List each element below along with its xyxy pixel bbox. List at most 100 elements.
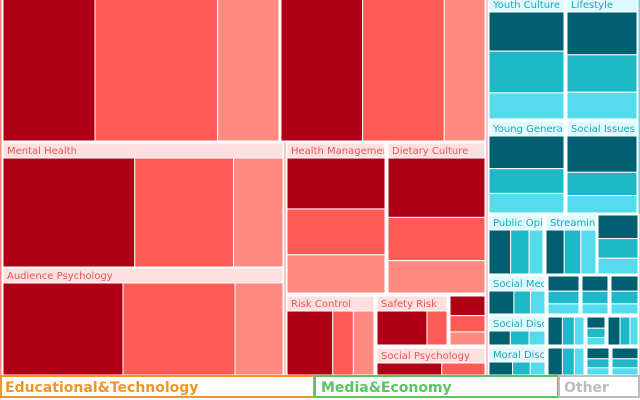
tile-block xyxy=(597,238,639,259)
tile-block xyxy=(610,290,639,305)
treemap-tile: Health Management xyxy=(285,141,393,295)
tile-block xyxy=(510,229,530,275)
treemap-tile xyxy=(610,346,640,377)
tile-block xyxy=(629,316,639,346)
tile-block xyxy=(387,216,486,262)
tile-block xyxy=(122,282,236,376)
treemap-tile: Audience Psychology xyxy=(1,266,285,377)
tile-label: Social Discourse xyxy=(493,319,575,330)
tile-block xyxy=(611,367,639,376)
tile-label: Risk Control xyxy=(291,299,351,310)
tile-block xyxy=(566,135,638,173)
tile-block xyxy=(443,0,486,142)
tile-block xyxy=(488,229,512,275)
treemap-tile: Social Psychology xyxy=(375,346,487,377)
tile-block xyxy=(581,303,609,315)
tile-block xyxy=(352,310,375,376)
tile-block xyxy=(134,157,235,268)
treemap-tile: Social Media xyxy=(487,274,556,316)
tile-label: Mental Health xyxy=(7,146,77,157)
tile-block xyxy=(597,214,639,240)
tile-label: Health Management xyxy=(291,146,393,157)
tile-block xyxy=(547,303,580,315)
tile-block xyxy=(387,260,486,294)
treemap-tile: Youth Culture xyxy=(487,0,566,121)
treemap-tile: Public Opinion xyxy=(487,213,564,276)
tile-block xyxy=(449,295,486,317)
tile-block xyxy=(561,347,575,376)
tile-block xyxy=(488,361,514,376)
bottom-group-other-label: Other xyxy=(564,380,609,396)
tile-block xyxy=(2,0,96,142)
tile-label: Dietary Culture xyxy=(392,146,468,157)
tile-block xyxy=(586,316,606,329)
tile-block xyxy=(528,330,546,346)
treemap-tile xyxy=(609,274,640,316)
tile-block xyxy=(547,290,580,305)
tile-block xyxy=(488,11,565,52)
tile-block xyxy=(619,316,631,346)
tile-block xyxy=(426,310,448,346)
treemap-tile xyxy=(546,274,581,316)
treemap-tile xyxy=(1,0,281,143)
treemap-tile: Safety Risk xyxy=(375,294,449,347)
tile-block xyxy=(586,337,606,346)
tile-block xyxy=(280,0,364,142)
tile-block xyxy=(547,347,563,376)
tile-block xyxy=(580,229,597,275)
bottom-group-educational: Educational&Technology xyxy=(0,375,315,398)
bottom-group-other-header xyxy=(558,375,640,398)
tile-label: Audience Psychology xyxy=(7,271,113,282)
tile-block xyxy=(586,358,610,369)
treemap-tile: Dietary Culture xyxy=(386,141,487,295)
tile-block xyxy=(566,54,638,93)
tile-label: Public Opinion xyxy=(493,218,564,229)
tile-block xyxy=(488,50,565,94)
treemap-tile xyxy=(596,213,640,276)
treemap-tile xyxy=(546,346,586,377)
treemap-tile xyxy=(448,294,487,347)
tile-block xyxy=(581,275,609,292)
tile-block xyxy=(233,157,284,268)
tile-label: Youth Culture xyxy=(492,0,560,11)
tile-block xyxy=(2,282,124,376)
tile-block xyxy=(586,367,610,376)
treemap-tile xyxy=(585,315,607,347)
treemap-tile: Mental Health xyxy=(1,141,285,269)
tile-block xyxy=(573,347,585,376)
tile-block xyxy=(376,362,443,376)
treemap-tile xyxy=(580,274,610,316)
tile-block xyxy=(286,310,334,376)
tile-block xyxy=(512,361,531,376)
tile-label: Social Issues xyxy=(571,124,635,135)
treemap-tile: Streaming xyxy=(544,213,602,276)
tile-label: Safety Risk xyxy=(381,299,437,310)
tile-block xyxy=(529,361,546,376)
bottom-group-media: Media&Economy xyxy=(314,375,559,398)
tile-label: Social Media xyxy=(493,279,556,290)
tile-label: Lifestyle xyxy=(571,0,613,11)
tile-block xyxy=(332,310,354,376)
tile-block xyxy=(217,0,280,142)
treemap-tile xyxy=(606,315,640,347)
tile-block xyxy=(441,362,486,376)
tile-block xyxy=(488,330,511,346)
tile-block xyxy=(286,208,386,256)
tile-label: Young Generation xyxy=(492,124,582,135)
tile-block xyxy=(488,92,565,120)
tile-block xyxy=(488,192,565,214)
tile-block xyxy=(586,327,606,339)
tile-block xyxy=(597,257,639,275)
treemap-tile xyxy=(546,315,586,347)
tile-block xyxy=(566,171,638,197)
treemap-cells: Mental Health Audience Psychology Health M… xyxy=(0,0,640,377)
tile-block xyxy=(234,282,284,376)
tile-block xyxy=(586,347,610,360)
bottom-group-media-label: Media&Economy xyxy=(321,380,452,396)
tile-block xyxy=(566,195,638,214)
tile-block xyxy=(2,157,136,268)
tile-label: Streaming xyxy=(550,218,602,229)
tile-block xyxy=(488,290,515,315)
tile-block xyxy=(610,275,639,292)
